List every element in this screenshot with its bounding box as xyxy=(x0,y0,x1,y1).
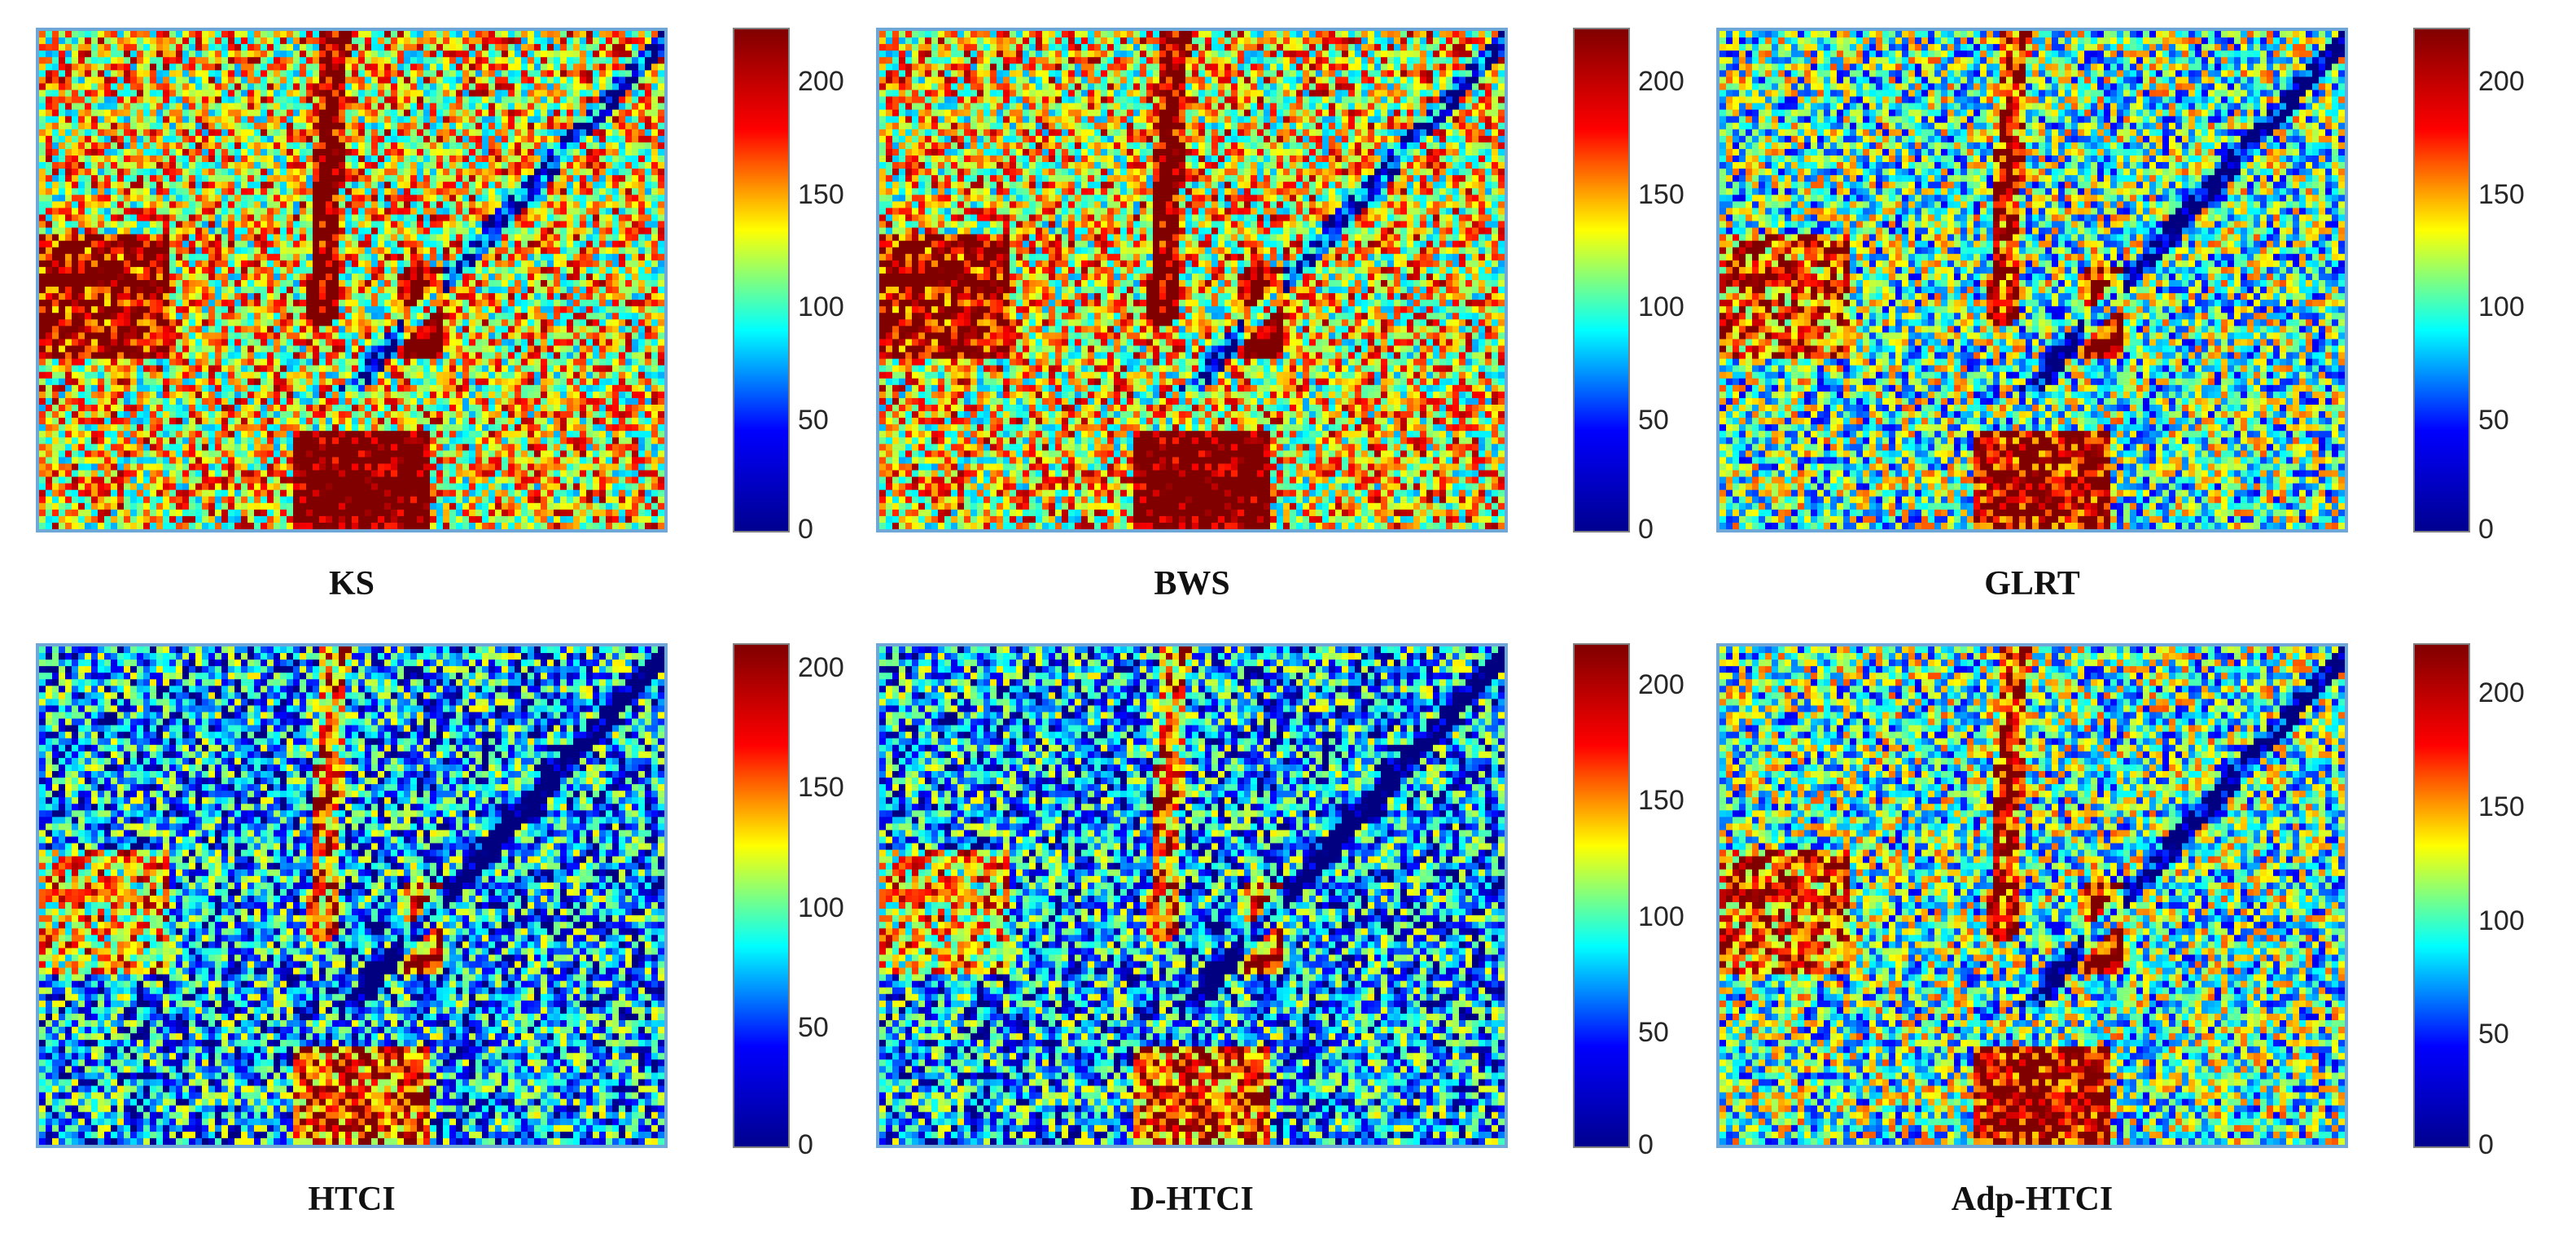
colorbar-tick-labels: 0 50 100 150 200 xyxy=(1638,28,1752,543)
panel-htci: 0 50 100 150 200 HTCI xyxy=(36,643,931,1229)
colorbar-tick-labels: 0 50 100 150 200 xyxy=(798,28,912,543)
colorbar-tick-label: 150 xyxy=(1638,787,1684,814)
panel-title: KS xyxy=(36,563,668,604)
colorbar-tick-label: 0 xyxy=(1638,1131,1654,1159)
colorbar-tick-label: 50 xyxy=(2478,1020,2509,1048)
heatmap-image xyxy=(1716,643,2348,1148)
panel-d-htci: 0 50 100 150 200 D-HTCI xyxy=(876,643,1772,1229)
colorbar-tick-label: 150 xyxy=(2478,181,2525,208)
heatmap-image xyxy=(36,643,668,1148)
colorbar-tick-label: 100 xyxy=(1638,903,1684,931)
colorbar-tick-label: 100 xyxy=(2478,293,2525,321)
colorbar-tick-label: 200 xyxy=(2478,68,2525,95)
panel-title: GLRT xyxy=(1716,563,2348,604)
panel-adp-htci: 0 50 100 150 200 Adp-HTCI xyxy=(1716,643,2576,1229)
panel-title: BWS xyxy=(876,563,1508,604)
colorbar-tick-labels: 0 50 100 150 200 xyxy=(2478,28,2576,543)
colorbar-tick-label: 0 xyxy=(2478,1131,2494,1159)
colorbar-tick-labels: 0 50 100 150 200 xyxy=(1638,643,1752,1159)
colorbar-tick-label: 200 xyxy=(2478,679,2525,707)
colorbar-tick-label: 150 xyxy=(2478,793,2525,821)
heatmap-texture xyxy=(879,646,1505,1145)
colorbar xyxy=(2413,643,2470,1148)
heatmap-texture xyxy=(39,646,664,1145)
heatmap-image xyxy=(1716,28,2348,532)
colorbar-tick-label: 100 xyxy=(1638,293,1684,321)
colorbar-tick-label: 200 xyxy=(798,68,844,95)
colorbar-tick-label: 50 xyxy=(1638,406,1669,434)
heatmap-texture xyxy=(1720,31,2345,529)
heatmap-image xyxy=(36,28,668,532)
heatmap-image xyxy=(876,643,1508,1148)
colorbar-tick-labels: 0 50 100 150 200 xyxy=(798,643,912,1159)
panel-bws: 0 50 100 150 200 BWS xyxy=(876,28,1772,614)
colorbar-tick-label: 0 xyxy=(2478,515,2494,543)
colorbar-tick-label: 200 xyxy=(1638,68,1684,95)
colorbar xyxy=(2413,28,2470,532)
colorbar-tick-label: 100 xyxy=(798,293,844,321)
colorbar xyxy=(733,643,790,1148)
colorbar-tick-label: 0 xyxy=(1638,515,1654,543)
heatmap-texture xyxy=(879,31,1505,529)
panel-ks: 0 50 100 150 200 KS xyxy=(36,28,931,614)
panel-title: D-HTCI xyxy=(876,1179,1508,1220)
colorbar xyxy=(1573,643,1630,1148)
colorbar-tick-label: 150 xyxy=(1638,181,1684,208)
heatmap-texture xyxy=(1720,646,2345,1145)
colorbar-tick-label: 150 xyxy=(798,774,844,801)
colorbar xyxy=(1573,28,1630,532)
colorbar-tick-label: 50 xyxy=(798,1014,829,1041)
heatmap-texture xyxy=(39,31,664,529)
colorbar xyxy=(733,28,790,532)
panel-title: Adp-HTCI xyxy=(1716,1179,2348,1220)
colorbar-tick-label: 50 xyxy=(1638,1019,1669,1046)
panel-title: HTCI xyxy=(36,1179,668,1220)
colorbar-tick-label: 50 xyxy=(2478,406,2509,434)
panel-glrt: 0 50 100 150 200 GLRT xyxy=(1716,28,2576,614)
colorbar-tick-label: 200 xyxy=(1638,671,1684,699)
colorbar-tick-label: 0 xyxy=(798,1131,813,1159)
heatmap-image xyxy=(876,28,1508,532)
colorbar-tick-label: 200 xyxy=(798,654,844,681)
colorbar-tick-label: 150 xyxy=(798,181,844,208)
colorbar-tick-label: 100 xyxy=(798,894,844,922)
colorbar-tick-label: 100 xyxy=(2478,907,2525,935)
colorbar-tick-labels: 0 50 100 150 200 xyxy=(2478,643,2576,1159)
colorbar-tick-label: 0 xyxy=(798,515,813,543)
colorbar-tick-label: 50 xyxy=(798,406,829,434)
